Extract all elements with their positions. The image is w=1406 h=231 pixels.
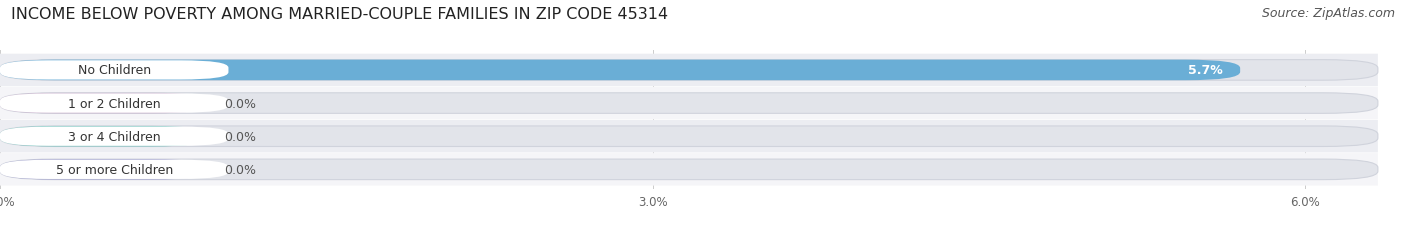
FancyBboxPatch shape: [0, 60, 1378, 81]
FancyBboxPatch shape: [0, 126, 1378, 147]
FancyBboxPatch shape: [0, 60, 1240, 81]
FancyBboxPatch shape: [0, 94, 228, 113]
FancyBboxPatch shape: [0, 127, 228, 146]
FancyBboxPatch shape: [0, 61, 228, 80]
Text: 0.0%: 0.0%: [224, 97, 256, 110]
Text: INCOME BELOW POVERTY AMONG MARRIED-COUPLE FAMILIES IN ZIP CODE 45314: INCOME BELOW POVERTY AMONG MARRIED-COUPL…: [11, 7, 668, 22]
Text: Source: ZipAtlas.com: Source: ZipAtlas.com: [1261, 7, 1395, 20]
Text: 5 or more Children: 5 or more Children: [56, 163, 173, 176]
Text: 0.0%: 0.0%: [224, 130, 256, 143]
FancyBboxPatch shape: [0, 93, 207, 114]
FancyBboxPatch shape: [0, 153, 1378, 186]
Text: 3 or 4 Children: 3 or 4 Children: [67, 130, 160, 143]
FancyBboxPatch shape: [0, 120, 1378, 153]
FancyBboxPatch shape: [0, 160, 228, 179]
FancyBboxPatch shape: [0, 159, 1378, 180]
FancyBboxPatch shape: [0, 93, 1378, 114]
FancyBboxPatch shape: [0, 88, 1378, 120]
Text: 1 or 2 Children: 1 or 2 Children: [67, 97, 160, 110]
Text: No Children: No Children: [77, 64, 150, 77]
FancyBboxPatch shape: [0, 126, 207, 147]
Text: 5.7%: 5.7%: [1188, 64, 1223, 77]
FancyBboxPatch shape: [0, 55, 1378, 87]
FancyBboxPatch shape: [0, 159, 207, 180]
Text: 0.0%: 0.0%: [224, 163, 256, 176]
